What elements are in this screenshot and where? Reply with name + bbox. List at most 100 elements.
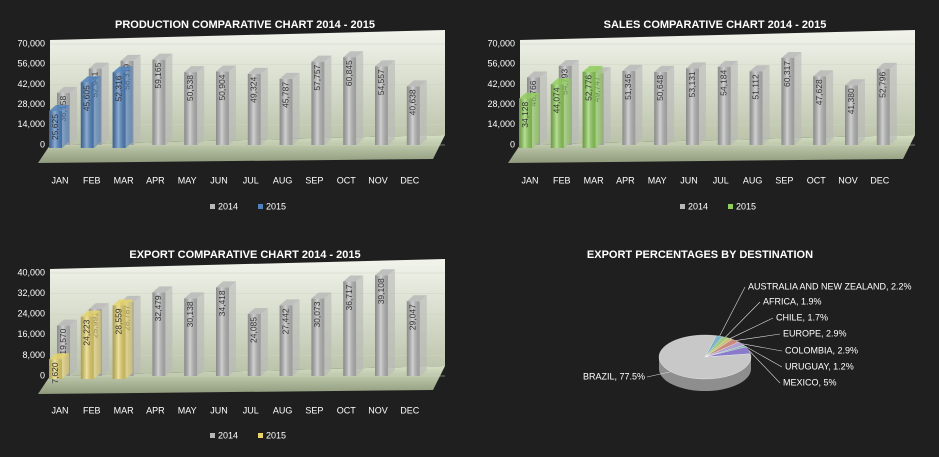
bar-side — [197, 66, 205, 145]
y-tick-label: 40,000 — [17, 267, 45, 277]
value-label: 52,796 — [878, 72, 888, 98]
bar-top — [749, 65, 770, 72]
bar-top — [279, 72, 300, 79]
value-label: 36,717 — [344, 284, 354, 310]
value-label: 45,787 — [280, 82, 290, 108]
bar-top — [375, 60, 395, 67]
x-tick-label: AUG — [273, 405, 293, 415]
x-tick-label: SEP — [305, 405, 323, 415]
bar-shade — [184, 72, 198, 145]
bar-side — [62, 105, 69, 148]
y-tick-label: 0 — [40, 139, 45, 149]
slice-label: EUROPE, 2.9% — [783, 328, 847, 338]
value-label: 47,628 — [814, 79, 824, 105]
bar-shade — [749, 71, 763, 145]
bar-top — [717, 60, 738, 67]
legend-swatch — [728, 204, 733, 209]
bar-top — [216, 281, 236, 288]
bar-top — [49, 105, 69, 112]
value-label: 41,380 — [846, 88, 856, 114]
leader-line — [744, 345, 783, 368]
bar-top — [120, 54, 141, 61]
x-tick-label: FEB — [553, 175, 571, 185]
bar-side — [260, 67, 268, 145]
bar-top — [527, 71, 547, 78]
slice-label: COLOMBIA, 2.9% — [785, 345, 858, 355]
bar-side — [540, 71, 547, 145]
x-tick-label: MAR — [114, 175, 135, 185]
bar-shade — [845, 85, 858, 145]
bar-top — [184, 66, 205, 73]
bar-top — [184, 292, 205, 299]
bar-side — [603, 67, 611, 145]
value-label: 52,316 — [113, 75, 123, 101]
bar-shade — [406, 301, 420, 376]
bar-side — [229, 65, 236, 145]
bar-shade — [216, 71, 229, 145]
bar-top — [88, 62, 109, 69]
value-label: 59,165 — [153, 62, 163, 88]
value-label: 19,570 — [58, 328, 68, 354]
bar-shade — [80, 82, 94, 148]
bar-side — [324, 292, 332, 376]
legend-swatch — [210, 204, 215, 209]
y-tick-label: 16,000 — [17, 329, 45, 339]
legend-label: 2015 — [266, 201, 286, 211]
x-tick-label: JUL — [713, 175, 729, 185]
bar-side — [419, 295, 427, 376]
value-label: 54,557 — [376, 69, 386, 95]
value-label: 45,605 — [82, 85, 92, 111]
bar-side — [229, 281, 236, 376]
value-label: 27,442 — [280, 308, 290, 334]
x-tick-label: JUL — [243, 405, 259, 415]
x-tick-label: JUN — [210, 405, 228, 415]
bar-top — [311, 292, 332, 299]
chart-title: SALES COMPARATIVE CHART 2014 - 2015 — [604, 19, 827, 31]
legend-swatch — [210, 433, 215, 438]
bar-shade — [813, 76, 827, 145]
bar-shade — [311, 298, 325, 376]
bar-shade — [406, 86, 420, 145]
x-tick-label: AUG — [743, 175, 763, 185]
y-tick-label: 32,000 — [17, 288, 45, 298]
bar-side — [70, 86, 77, 145]
legend-label: 2014 — [218, 201, 238, 211]
value-label: 25,625 — [50, 114, 60, 140]
legend-label: 2014 — [688, 201, 708, 211]
bar-side — [356, 275, 364, 376]
bar-top — [781, 51, 802, 58]
bar-side — [133, 54, 141, 145]
x-tick-label: DEC — [400, 175, 420, 185]
value-label: 51,112 — [750, 74, 760, 100]
bar-shade — [686, 68, 699, 145]
bar-side — [165, 53, 173, 145]
y-tick-label: 56,000 — [487, 59, 515, 69]
bar-side — [70, 319, 77, 376]
leader-line — [741, 343, 783, 352]
x-tick-label: JAN — [51, 175, 68, 185]
value-label: 24,223 — [82, 319, 92, 345]
bar-side — [101, 303, 109, 376]
bar-side — [93, 310, 101, 379]
leader-line — [725, 301, 761, 338]
x-tick-label: JAN — [521, 175, 538, 185]
bar-shade — [247, 313, 261, 376]
chart-title: EXPORT COMPARATIVE CHART 2014 - 2015 — [129, 249, 360, 261]
x-tick-label: OCT — [807, 175, 827, 185]
bar-top — [216, 65, 236, 72]
bar-shade — [184, 298, 198, 376]
bar-side — [125, 66, 133, 148]
y-tick-label: 14,000 — [17, 119, 45, 129]
value-label: 49,324 — [249, 77, 259, 103]
bar-side — [93, 76, 101, 148]
bar-shade — [112, 305, 126, 379]
slice-label: AUSTRALIA AND NEW ZEALAND, 2.2% — [748, 281, 912, 291]
legend-label: 2014 — [218, 430, 238, 440]
bar-side — [356, 51, 364, 145]
bar-side — [197, 292, 205, 376]
x-tick-label: MAY — [178, 405, 197, 415]
y-tick-label: 28,000 — [487, 99, 515, 109]
legend-swatch — [258, 204, 263, 209]
bar-shade — [343, 281, 357, 376]
